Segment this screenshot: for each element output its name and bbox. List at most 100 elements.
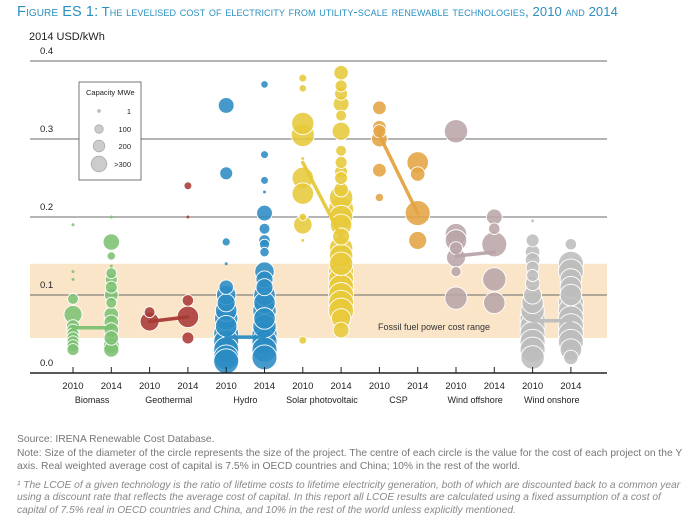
fossil-fuel-band-label: Fossil fuel power cost range — [378, 322, 490, 332]
technology-label: Wind offshore — [447, 395, 502, 405]
legend-bubble — [92, 139, 106, 153]
project-bubble — [251, 344, 278, 371]
project-bubble — [291, 111, 315, 136]
project-bubble — [331, 121, 351, 141]
figure-notes: Source: IRENA Renewable Cost Database. N… — [17, 433, 687, 517]
project-bubble — [409, 166, 426, 182]
figure-title-prefix: Figure ES 1: — [17, 4, 99, 20]
project-bubble — [218, 279, 234, 295]
legend-bubble — [97, 109, 101, 113]
legend-label: 1 — [127, 107, 131, 116]
x-tick-label: 2014 — [101, 381, 122, 392]
project-bubble — [526, 269, 540, 282]
project-bubble — [564, 238, 578, 251]
project-bubble — [298, 212, 308, 222]
legend-label: >300 — [114, 160, 131, 169]
x-tick-label: 2014 — [254, 381, 275, 392]
legend-title: Capacity MWe — [86, 88, 135, 97]
project-bubble — [333, 64, 349, 81]
x-tick-label: 2014 — [331, 381, 352, 392]
project-bubble — [105, 296, 118, 309]
project-bubble — [103, 330, 120, 346]
x-tick-label: 2010 — [369, 381, 390, 392]
project-bubble — [71, 277, 75, 281]
x-tick-label: 2010 — [139, 381, 160, 392]
project-bubble — [213, 348, 240, 375]
project-bubble — [520, 345, 545, 370]
y-tick-label: 0.1 — [40, 280, 53, 291]
weighted-average-line — [301, 160, 343, 239]
project-bubble — [183, 181, 193, 191]
x-tick-label: 2010 — [445, 381, 466, 392]
project-bubble — [214, 314, 238, 338]
project-bubble — [334, 155, 348, 169]
project-bubble — [291, 182, 315, 205]
project-bubble — [219, 166, 234, 181]
project-bubble — [298, 335, 308, 345]
project-bubble — [483, 291, 506, 315]
legend-bubble — [94, 124, 104, 134]
project-bubble — [71, 223, 75, 227]
project-bubble — [374, 192, 385, 203]
project-bubble — [102, 233, 120, 251]
project-bubble — [217, 97, 235, 114]
project-bubble — [260, 150, 269, 160]
project-bubble — [488, 222, 501, 235]
project-bubble — [531, 219, 535, 223]
project-bubble — [372, 162, 387, 178]
project-bubble — [335, 144, 348, 157]
project-bubble — [256, 204, 273, 222]
lcoe-bubble-chart: Fossil fuel power cost range 2014 USD/kW… — [29, 31, 607, 405]
size-note: Note: Size of the diameter of the circle… — [17, 447, 683, 473]
project-bubble — [443, 119, 469, 144]
project-bubble — [301, 238, 305, 242]
fossil-fuel-band — [30, 263, 607, 338]
technology-label: Solar photovoltaic — [286, 395, 358, 405]
footnote: ¹ The LCOE of a given technology is the … — [17, 479, 681, 516]
project-bubble — [335, 109, 348, 122]
x-tick-label: 2014 — [484, 381, 505, 392]
x-tick-label: 2010 — [62, 381, 83, 392]
project-bubble — [334, 171, 349, 185]
x-tick-label: 2010 — [216, 381, 237, 392]
project-bubble — [255, 278, 274, 297]
weighted-average-line — [377, 133, 420, 215]
project-bubble — [408, 230, 428, 250]
project-bubble — [259, 246, 270, 258]
y-tick-label: 0.0 — [40, 358, 53, 369]
x-tick-label: 2014 — [177, 381, 198, 392]
project-bubble — [181, 331, 195, 345]
project-bubble — [67, 292, 79, 305]
project-bubble — [143, 306, 156, 319]
y-tick-label: 0.2 — [40, 202, 53, 213]
project-bubble — [221, 237, 231, 247]
project-bubble — [444, 286, 468, 310]
technology-label: Biomass — [75, 395, 110, 405]
project-bubble — [105, 267, 118, 280]
x-tick-label: 2014 — [407, 381, 428, 392]
figure-title-text: The levelised cost of electricity from u… — [101, 4, 618, 19]
figure-title: Figure ES 1: The levelised cost of elect… — [17, 4, 618, 20]
legend-label: 100 — [118, 125, 131, 134]
project-bubble — [260, 175, 269, 185]
technology-label: Hydro — [233, 395, 257, 405]
source-note: Source: IRENA Renewable Cost Database. — [17, 434, 215, 445]
project-bubble — [186, 215, 190, 219]
technology-label: Geothermal — [145, 395, 192, 405]
project-bubble — [216, 293, 236, 313]
project-bubble — [334, 79, 348, 93]
project-bubble — [263, 190, 266, 194]
x-tick-label: 2010 — [522, 381, 543, 392]
project-bubble — [559, 283, 583, 307]
x-tick-label: 2014 — [560, 381, 581, 392]
project-bubble — [258, 222, 271, 235]
legend-label: 200 — [118, 142, 131, 151]
y-tick-label: 0.4 — [40, 46, 53, 57]
project-bubble — [260, 80, 269, 89]
project-bubble — [372, 100, 387, 116]
legend-box — [78, 81, 142, 181]
project-bubble — [525, 233, 540, 248]
project-bubble — [66, 343, 80, 357]
project-bubble — [224, 262, 228, 266]
y-tick-label: 0.3 — [40, 124, 53, 135]
